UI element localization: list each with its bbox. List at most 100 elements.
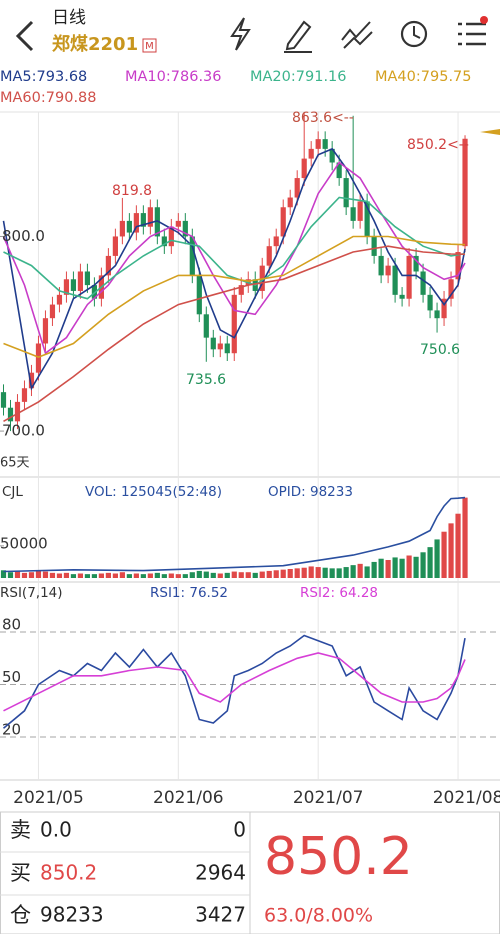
x-tick-label: 2021/08 — [433, 788, 500, 808]
candle-body — [119, 220, 125, 237]
candle-body — [385, 265, 391, 276]
volume-bar — [161, 574, 167, 578]
indicator-icon[interactable] — [341, 21, 373, 49]
x-tick-label: 2021/07 — [293, 788, 364, 808]
volume-bar — [364, 566, 370, 578]
candle-body — [371, 236, 377, 256]
badge: M — [145, 41, 154, 52]
volume-bar — [42, 571, 49, 578]
volume-bar — [63, 572, 70, 578]
legend-entry: MA40:795.75 — [375, 69, 472, 85]
candle-body — [77, 271, 84, 291]
volume-bar — [28, 572, 35, 578]
candle-body — [35, 343, 42, 373]
candle-body — [287, 197, 293, 208]
volume-bar — [182, 574, 188, 578]
volume-bar — [462, 497, 468, 578]
pane-title: CJL — [2, 484, 23, 500]
candle-body — [210, 337, 216, 350]
candle-body — [0, 392, 7, 408]
candle-body — [161, 236, 167, 247]
volume-bar — [448, 523, 454, 578]
quote-label: 仓 — [10, 903, 31, 927]
clock-icon[interactable] — [400, 20, 428, 48]
volume-bar — [378, 558, 384, 578]
volume-bar — [294, 568, 300, 578]
candle-body — [7, 407, 14, 422]
volume-bar — [245, 572, 251, 578]
volume-bar — [133, 573, 139, 578]
candle-body — [378, 255, 384, 276]
legend-entry: RSI2: 64.28 — [300, 585, 378, 601]
volume-bar — [259, 571, 265, 578]
price-marker — [480, 129, 500, 135]
candle-body — [294, 178, 300, 198]
y-tick-label: 800.0 — [2, 227, 45, 245]
volume-bar — [413, 556, 419, 578]
ma-line — [3, 245, 466, 422]
legend-entry: MA5:793.68 — [0, 69, 87, 85]
volume-bar — [357, 563, 363, 578]
candle-body — [399, 294, 405, 299]
candle-body — [462, 138, 468, 247]
volume-bar — [77, 573, 84, 578]
clock-hands — [413, 26, 421, 39]
candle-body — [301, 158, 307, 179]
volume-bar — [175, 574, 181, 578]
volume-bar — [441, 531, 447, 578]
quote-qty: 2964 — [195, 861, 246, 885]
candle-body — [168, 226, 174, 247]
legend-entry: RSI1: 76.52 — [150, 585, 228, 601]
price-change: 63.0/8.00% — [264, 905, 373, 927]
candle-body — [126, 220, 132, 233]
volume-bar — [371, 561, 377, 578]
footnote: 65天 — [0, 456, 30, 471]
volume-bar — [392, 557, 398, 578]
volume-bar — [154, 572, 160, 578]
volume-bar — [308, 566, 314, 578]
badge-box — [142, 38, 157, 53]
draw-icon[interactable] — [284, 20, 312, 53]
quote-qty: 0 — [233, 818, 246, 842]
back-button[interactable] — [15, 20, 34, 52]
volume-bar — [147, 573, 153, 578]
x-tick-label: 2021/06 — [153, 788, 224, 808]
volume-bar — [280, 569, 286, 578]
menu-icon[interactable] — [458, 22, 486, 46]
annotation: 735.6 — [186, 372, 226, 388]
volume-bar — [315, 567, 321, 578]
rsi-line — [3, 652, 466, 712]
flash-icon[interactable] — [230, 17, 251, 51]
candle-body — [112, 236, 118, 256]
quote-label: 卖 — [10, 818, 31, 842]
candle-body — [434, 310, 440, 319]
opid-line — [3, 496, 466, 573]
candle-body — [413, 255, 419, 272]
volume-bar — [224, 572, 230, 578]
volume-bar — [112, 573, 118, 578]
candle-body — [238, 285, 244, 295]
volume-bar — [35, 570, 42, 578]
candle-body — [203, 314, 209, 338]
volume-bar — [91, 574, 98, 578]
volume-bar — [238, 572, 244, 578]
candle-body — [392, 265, 398, 295]
volume-bar — [7, 572, 14, 578]
volume-bar — [455, 513, 461, 578]
y-tick-label: 50 — [2, 668, 21, 686]
legend-entry: MA10:786.36 — [125, 69, 222, 85]
candle-body — [350, 207, 356, 221]
candle-body — [140, 213, 146, 227]
candle-body — [336, 162, 342, 179]
candle-body — [147, 207, 153, 227]
volume-bar — [21, 572, 28, 578]
volume-bar — [350, 565, 356, 578]
candle-body — [70, 279, 77, 291]
candle-body — [21, 388, 28, 402]
candle-body — [56, 294, 63, 305]
y-tick-label: 700.0 — [2, 422, 45, 440]
candle-body — [182, 220, 188, 237]
quote-label: 买 — [10, 861, 31, 885]
volume-bar — [336, 568, 342, 578]
